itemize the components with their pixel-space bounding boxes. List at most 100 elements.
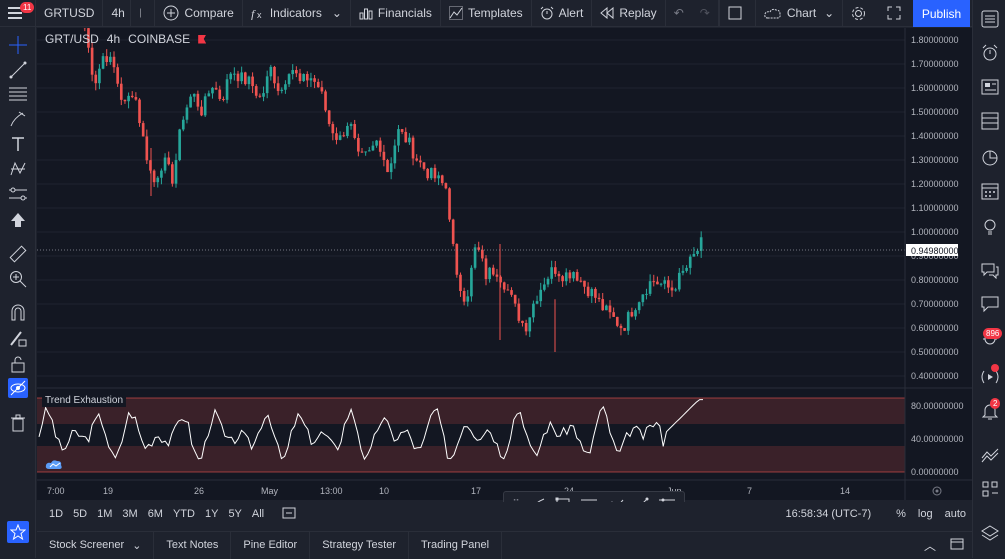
watchlist-icon[interactable] — [979, 8, 1001, 30]
menu-button[interactable]: 11 — [0, 0, 36, 27]
range-button[interactable]: YTD — [173, 508, 195, 520]
alerts-clock-icon[interactable] — [979, 42, 1001, 64]
templates-button[interactable]: Templates — [441, 0, 532, 27]
candle-body — [120, 84, 123, 100]
price-axis[interactable]: 1.800000001.700000001.600000001.50000000… — [911, 35, 959, 381]
dom-icon[interactable] — [979, 478, 1001, 500]
range-button[interactable]: 1M — [97, 508, 112, 520]
candle-body — [466, 296, 469, 301]
settings-button[interactable] — [843, 0, 879, 27]
undo-button[interactable]: ↶ — [666, 0, 692, 27]
indicator-legend[interactable]: Trend Exhaustion — [42, 394, 126, 407]
tab-trading-panel[interactable]: Trading Panel — [409, 532, 502, 559]
trend-line-icon[interactable] — [8, 60, 28, 80]
lock-icon[interactable] — [8, 354, 28, 374]
range-button[interactable]: 3M — [122, 508, 137, 520]
candle-body — [200, 107, 203, 116]
time-tick-label: 7 — [747, 486, 752, 496]
financials-button[interactable]: Financials — [351, 0, 441, 27]
candle-body — [437, 175, 440, 178]
candle-body — [638, 302, 641, 310]
candle-body — [310, 78, 313, 80]
tab-stock-screener[interactable]: Stock Screener⌄ — [37, 532, 154, 559]
range-button[interactable]: 5D — [73, 508, 87, 520]
price-chart[interactable]: 1.800000001.700000001.600000001.50000000… — [37, 28, 972, 500]
tab-strategy-tester[interactable]: Strategy Tester — [310, 532, 409, 559]
auto-toggle[interactable]: auto — [945, 508, 966, 520]
compare-button[interactable]: Compare — [155, 0, 242, 27]
zoom-in-icon[interactable] — [8, 269, 28, 289]
indicators-label: Indicators — [270, 6, 322, 20]
range-button[interactable]: 1Y — [205, 508, 218, 520]
symbol-search[interactable]: GRTUSD — [36, 0, 103, 27]
candle-body — [631, 312, 634, 316]
tab-pine-editor[interactable]: Pine Editor — [231, 532, 310, 559]
redo-button[interactable]: ↷ — [692, 0, 719, 27]
data-window-icon[interactable] — [979, 110, 1001, 132]
candle-body — [146, 136, 149, 160]
layout-toggle-button[interactable] — [719, 0, 756, 27]
layers-icon[interactable] — [979, 522, 1001, 544]
svg-text:f: f — [251, 7, 256, 20]
calendar-icon[interactable] — [979, 180, 1001, 202]
text-icon[interactable] — [8, 134, 28, 154]
fullscreen-button[interactable] — [879, 0, 914, 27]
chart-style-button[interactable] — [131, 0, 155, 27]
range-button[interactable]: All — [252, 508, 264, 520]
time-tick-label: 13:00 — [320, 486, 343, 496]
tab-text-notes[interactable]: Text Notes — [154, 532, 231, 559]
templates-icon — [449, 6, 463, 20]
range-button[interactable]: 1D — [49, 508, 63, 520]
watchlist-star-icon[interactable] — [7, 521, 29, 543]
crosshair-icon[interactable] — [8, 35, 28, 55]
fib-retracement-icon[interactable] — [8, 84, 28, 104]
maximize-panel-icon[interactable] — [950, 538, 964, 553]
time-tick-label: 19 — [103, 486, 113, 496]
news-icon[interactable] — [979, 76, 1001, 98]
flag-icon[interactable] — [198, 35, 206, 44]
eye-hide-icon[interactable] — [8, 378, 28, 398]
arrow-up-icon[interactable] — [8, 210, 28, 230]
symbol-legend[interactable]: GRT/USD 4h COINBASE — [45, 32, 206, 46]
chart-layout-button[interactable]: Chart ⌄ — [756, 0, 843, 27]
replay-button[interactable]: Replay — [592, 0, 665, 27]
candle-body — [262, 93, 265, 97]
axis-settings-icon[interactable] — [933, 487, 941, 495]
goto-date-icon[interactable] — [282, 507, 296, 522]
candle-body — [415, 158, 418, 160]
candle-body — [594, 289, 597, 298]
candle-body — [248, 77, 251, 85]
pencil-lock-icon[interactable] — [8, 328, 28, 348]
range-buttons: 1D 5D 1M 3M 6M YTD 1Y 5Y All — [37, 508, 264, 520]
pattern-icon[interactable] — [8, 159, 28, 179]
publish-button[interactable]: Publish — [913, 0, 970, 27]
candle-body — [204, 96, 207, 115]
candle-body — [350, 124, 353, 126]
chats-icon[interactable] — [979, 259, 1001, 281]
candle-body — [295, 70, 298, 73]
range-button[interactable]: 6M — [148, 508, 163, 520]
candle-body — [251, 77, 254, 87]
trading-chart-icon[interactable] — [979, 444, 1001, 466]
trash-icon[interactable] — [8, 413, 28, 433]
alert-button[interactable]: Alert — [532, 0, 593, 27]
interval-button[interactable]: 4h — [103, 0, 131, 27]
magnet-icon[interactable] — [8, 303, 28, 323]
candle-body — [375, 141, 378, 146]
hotlist-icon[interactable] — [979, 146, 1001, 168]
clock-label[interactable]: 16:58:34 (UTC-7) — [786, 508, 872, 520]
log-toggle[interactable]: log — [918, 508, 933, 520]
candle-body — [561, 276, 564, 281]
brush-icon[interactable] — [8, 109, 28, 129]
collapse-panel-icon[interactable]: ︿ — [924, 537, 936, 554]
lightbulb-icon[interactable] — [979, 216, 1001, 238]
ruler-icon[interactable] — [8, 244, 28, 264]
chat-bubble-icon[interactable] — [979, 293, 1001, 315]
percent-toggle[interactable]: % — [896, 508, 906, 520]
range-button[interactable]: 5Y — [228, 508, 241, 520]
prediction-icon[interactable] — [8, 184, 28, 204]
